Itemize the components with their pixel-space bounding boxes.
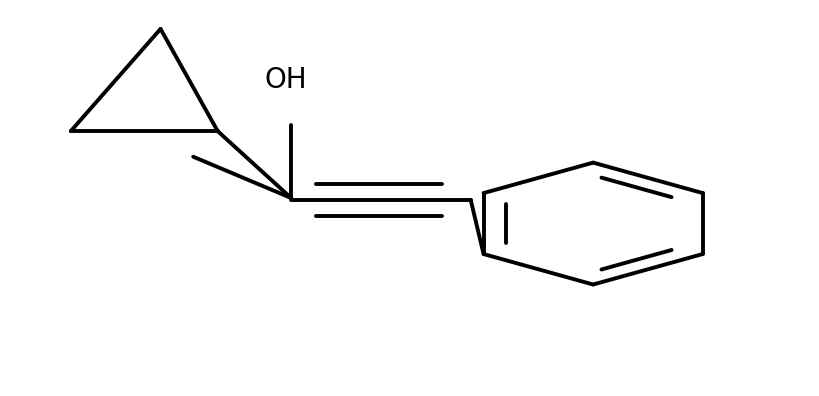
Text: OH: OH	[264, 66, 307, 94]
